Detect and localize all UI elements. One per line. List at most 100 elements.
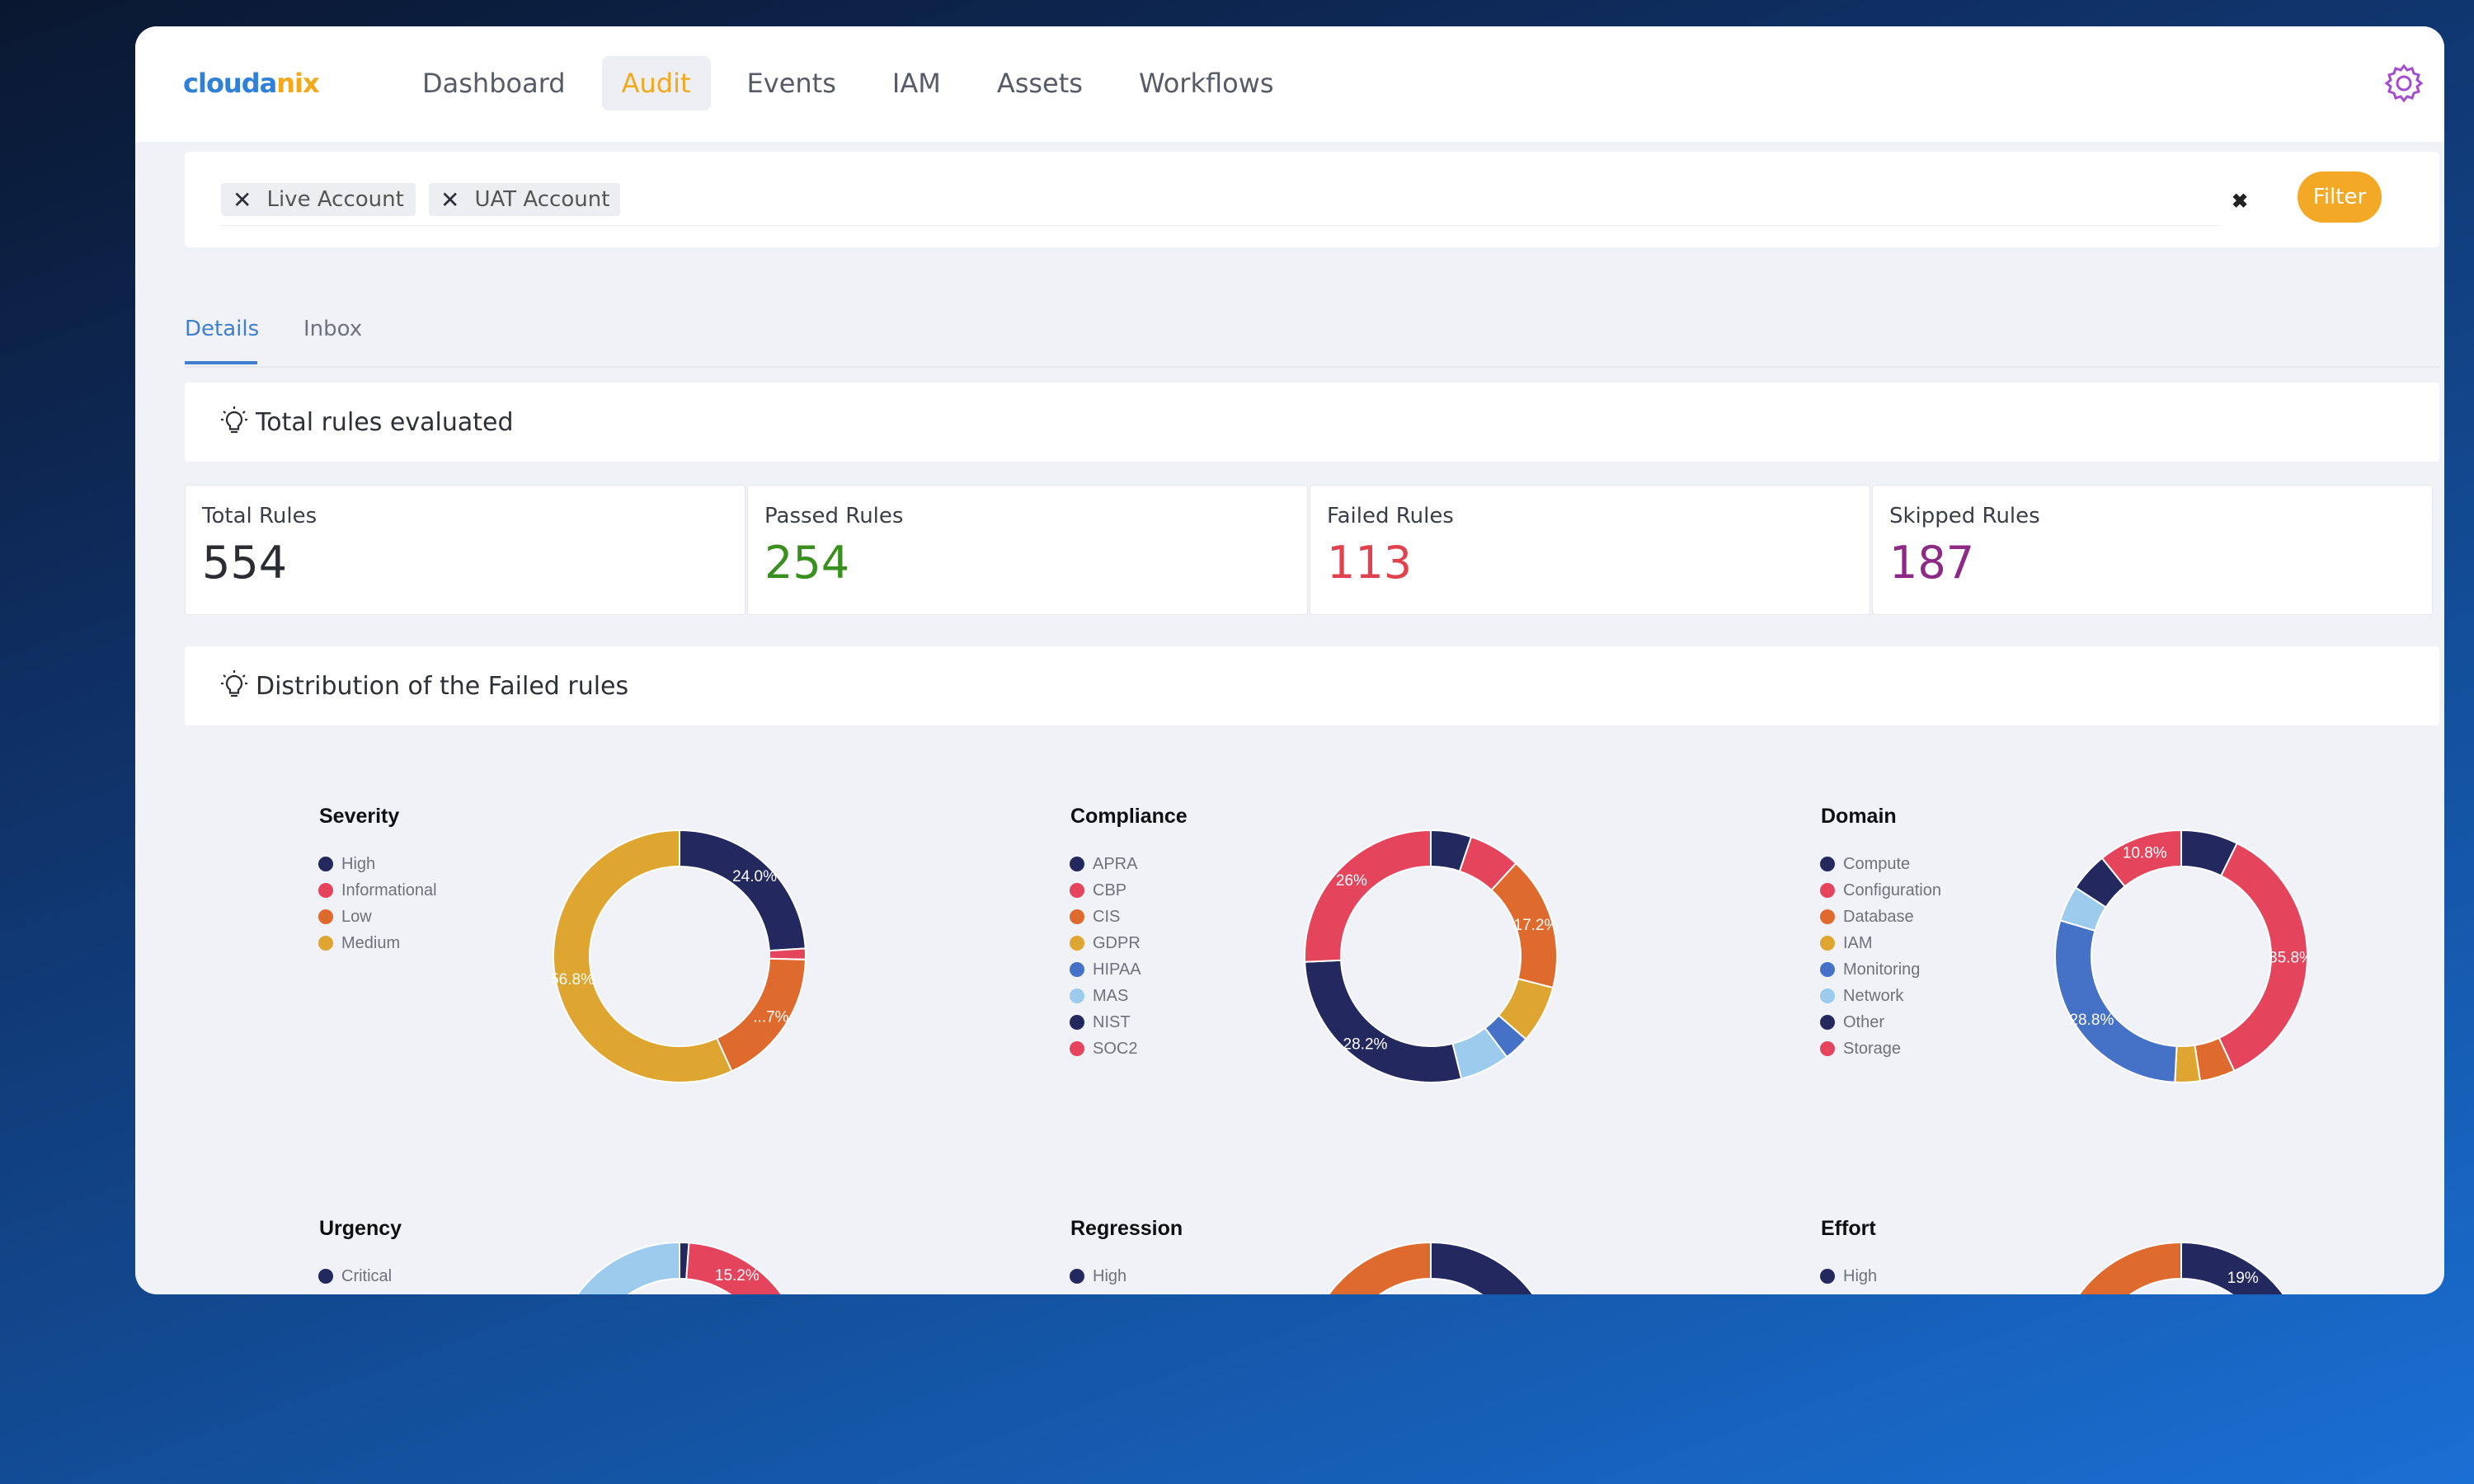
- stat-label: Failed Rules: [1327, 504, 1454, 528]
- legend-item[interactable]: High: [318, 851, 437, 877]
- donut-slice[interactable]: [1305, 1241, 1557, 1294]
- failed-distribution-header: Distribution of the Failed rules: [185, 646, 2439, 726]
- section-title: Distribution of the Failed rules: [256, 671, 629, 701]
- regression-legend: High Low: [1070, 1263, 1126, 1294]
- slice-label: 28.2%: [1343, 1036, 1388, 1054]
- legend-item[interactable]: Monitoring: [1820, 956, 1941, 983]
- filter-button[interactable]: Filter: [2298, 171, 2382, 223]
- legend-item[interactable]: NIST: [1070, 1009, 1141, 1036]
- donut-slice[interactable]: [2100, 829, 2182, 888]
- section-title: Total rules evaluated: [256, 407, 514, 437]
- legend-swatch: [1070, 936, 1084, 951]
- effort-chart-title: Effort: [1821, 1217, 1876, 1240]
- legend-item[interactable]: CIS: [1070, 904, 1141, 930]
- legend-swatch: [1820, 1015, 1835, 1030]
- legend-swatch: [1070, 883, 1084, 898]
- nav-workflows[interactable]: Workflows: [1138, 68, 1274, 99]
- nav-audit[interactable]: Audit: [601, 56, 711, 110]
- legend-item[interactable]: Database: [1820, 904, 1941, 930]
- clear-all-icon[interactable]: ✖: [2232, 190, 2249, 213]
- legend-item[interactable]: Configuration: [1820, 877, 1941, 904]
- donut-slice[interactable]: [2055, 1241, 2307, 1294]
- account-filter-input[interactable]: ✕ Live Account ✕ UAT Account ✖: [221, 173, 2248, 226]
- legend-label: Network: [1843, 986, 1904, 1005]
- donut-slice[interactable]: [553, 1241, 806, 1294]
- legend-item[interactable]: Other: [1820, 1009, 1941, 1036]
- donut-slice[interactable]: [685, 1242, 788, 1294]
- legend-item[interactable]: Low: [318, 904, 437, 930]
- legend-item[interactable]: Network: [1820, 983, 1941, 1009]
- legend-label: High: [1843, 1266, 1878, 1285]
- legend-label: Informational: [341, 881, 437, 899]
- slice-label: ...7%: [753, 1008, 788, 1026]
- legend-label: Low: [1843, 1294, 1874, 1295]
- legend-item[interactable]: Low: [1070, 1289, 1126, 1295]
- legend-label: IAM: [1843, 933, 1873, 952]
- compliance-legend: APRA CBP CIS GDPR HIPAA MAS NIST SOC2: [1070, 851, 1141, 1062]
- chip-remove-icon[interactable]: ✕: [440, 186, 460, 214]
- legend-label: Storage: [1843, 1039, 1902, 1058]
- legend-swatch: [318, 936, 333, 951]
- donut-slice[interactable]: [2174, 1044, 2202, 1083]
- legend-item[interactable]: Low: [1820, 1289, 1877, 1295]
- donut-slice[interactable]: [2180, 1241, 2298, 1294]
- nav-dashboard[interactable]: Dashboard: [422, 68, 566, 99]
- donut-slice[interactable]: [1304, 829, 1432, 963]
- nav-assets[interactable]: Assets: [996, 68, 1083, 99]
- chip-uat-account: ✕ UAT Account: [429, 183, 620, 216]
- legend-item[interactable]: SOC2: [1070, 1036, 1141, 1062]
- legend-item[interactable]: APRA: [1070, 851, 1141, 877]
- donut-slice[interactable]: [2054, 919, 2178, 1083]
- donut-slice[interactable]: [679, 829, 807, 952]
- tab-bar: Details Inbox: [185, 313, 2439, 368]
- donut-slice[interactable]: [2218, 842, 2308, 1073]
- legend-item[interactable]: High: [1070, 1263, 1126, 1289]
- severity-donut-chart: 24.0% ...7% 56.8%: [552, 829, 807, 1083]
- legend-item[interactable]: MAS: [1070, 983, 1141, 1009]
- donut-slice[interactable]: [1304, 959, 1463, 1083]
- donut-slice[interactable]: [768, 947, 807, 960]
- tab-inbox[interactable]: Inbox: [303, 317, 363, 341]
- legend-item[interactable]: Extreme: [318, 1289, 402, 1295]
- legend-item[interactable]: Informational: [318, 877, 437, 904]
- legend-label: Medium: [341, 933, 401, 952]
- legend-swatch: [1820, 1041, 1835, 1056]
- legend-item[interactable]: CBP: [1070, 877, 1141, 904]
- legend-item[interactable]: High: [1820, 1263, 1877, 1289]
- nav-events[interactable]: Events: [746, 68, 836, 99]
- regression-chart-title: Regression: [1070, 1217, 1183, 1240]
- legend-label: Low: [341, 907, 372, 926]
- legend-label: High: [341, 854, 376, 873]
- donut-slice[interactable]: [553, 829, 733, 1083]
- legend-swatch: [1070, 1041, 1084, 1056]
- donut-slice[interactable]: [1430, 1241, 1541, 1294]
- legend-label: Low: [1093, 1294, 1123, 1295]
- top-navbar: cloudanix Dashboard Audit Events IAM Ass…: [135, 26, 2444, 142]
- legend-label: NIST: [1093, 1012, 1131, 1031]
- nav-iam[interactable]: IAM: [891, 68, 941, 99]
- legend-swatch: [1820, 883, 1835, 898]
- legend-label: Other: [1843, 1012, 1885, 1031]
- slice-label: 35.8%: [2269, 950, 2309, 967]
- legend-item[interactable]: Compute: [1820, 851, 1941, 877]
- chip-label: Live Account: [266, 187, 404, 212]
- legend-item[interactable]: GDPR: [1070, 930, 1141, 956]
- legend-item[interactable]: IAM: [1820, 930, 1941, 956]
- stat-value: 113: [1327, 537, 1413, 589]
- legend-item[interactable]: HIPAA: [1070, 956, 1141, 983]
- legend-label: Critical: [341, 1266, 393, 1285]
- legend-label: High: [1093, 1266, 1127, 1285]
- cloudanix-logo[interactable]: cloudanix: [183, 68, 320, 99]
- gear-icon[interactable]: [2383, 63, 2425, 104]
- legend-item[interactable]: Critical: [318, 1263, 402, 1289]
- legend-item[interactable]: Storage: [1820, 1036, 1941, 1062]
- slice-label: 24.0%: [732, 868, 777, 885]
- urgency-donut-chart: 15.2%: [553, 1241, 806, 1294]
- legend-item[interactable]: Medium: [318, 930, 437, 956]
- regression-donut-chart: [1305, 1241, 1557, 1294]
- main-nav: Dashboard Audit Events IAM Assets Workfl…: [402, 56, 1294, 110]
- chip-live-account: ✕ Live Account: [221, 183, 416, 216]
- tab-details[interactable]: Details: [185, 317, 260, 341]
- chip-remove-icon[interactable]: ✕: [233, 186, 252, 214]
- slice-label: 17.2%: [1514, 917, 1559, 934]
